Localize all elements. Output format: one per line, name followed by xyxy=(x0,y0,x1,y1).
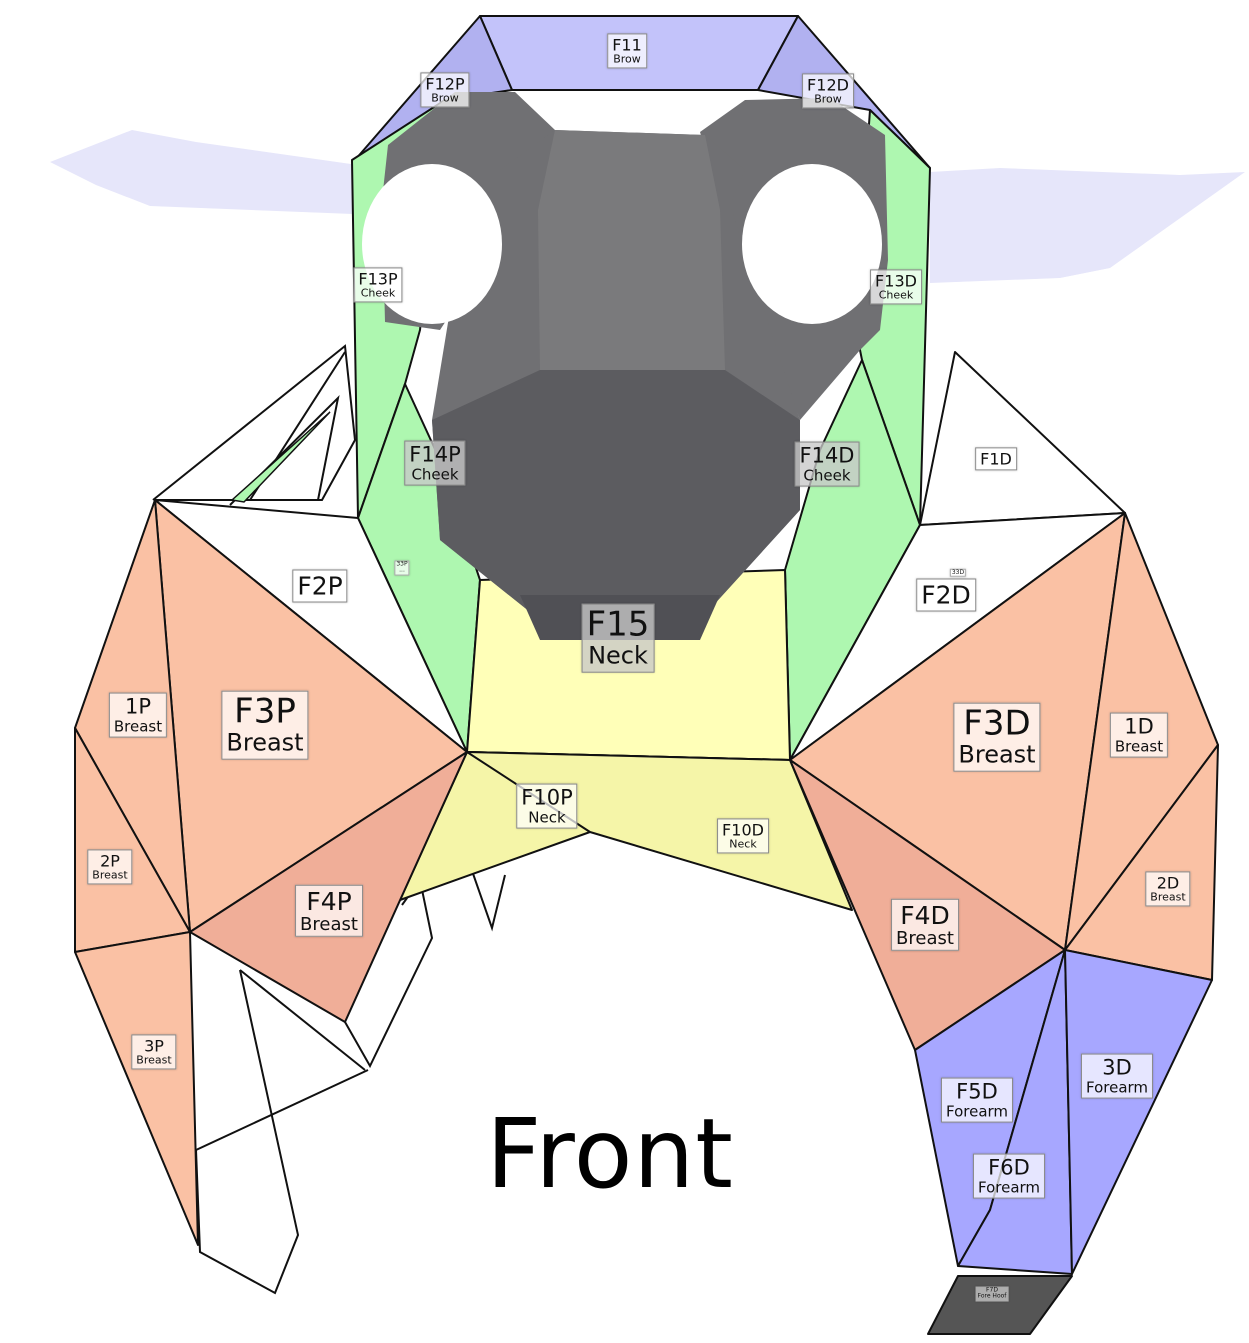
label-part: ... xyxy=(399,567,405,574)
label-id: 1D xyxy=(1124,714,1154,739)
label-f2p: F2P xyxy=(292,569,348,603)
label-part: Forearm xyxy=(1085,1078,1149,1097)
label-id: F10P xyxy=(521,785,573,810)
label-id: F1D xyxy=(980,449,1012,469)
view-caption: Front xyxy=(486,1098,734,1210)
label-part: Breast xyxy=(958,740,1036,769)
label-f3p: F3P Breast xyxy=(221,690,309,760)
head xyxy=(362,92,888,640)
label-id: 3P xyxy=(144,1036,164,1056)
label-id: F3D xyxy=(963,703,1031,744)
label-id: F12D xyxy=(807,75,849,95)
label-part: Brow xyxy=(814,92,842,106)
label-part: Cheek xyxy=(411,465,459,484)
face-3D xyxy=(1064,949,1213,1275)
wing-left xyxy=(50,130,358,214)
label-part: Cheek xyxy=(878,288,914,302)
wing-right xyxy=(930,168,1245,283)
label-3d: 3D Forearm xyxy=(1080,1053,1154,1099)
label-id: F13D xyxy=(875,271,917,291)
label-id: 2D xyxy=(1156,873,1180,893)
label-1p: 1P Breast xyxy=(108,692,168,738)
label-part: Brow xyxy=(431,91,459,105)
label-part: Forearm xyxy=(977,1178,1041,1197)
label-part: Cheek xyxy=(360,286,396,300)
label-id: F2D xyxy=(921,580,971,610)
cheek-sliver-left xyxy=(230,411,331,503)
label-id: F6D xyxy=(988,1155,1030,1180)
eye-right xyxy=(742,164,882,324)
label-id: 2P xyxy=(100,851,120,871)
label-f10d: F10D Neck xyxy=(717,818,769,854)
label-f1d: F1D xyxy=(975,447,1017,471)
label-part: Breast xyxy=(136,1053,172,1067)
label-id: F3P xyxy=(234,691,296,732)
label-f12p: F12P Brow xyxy=(420,72,470,108)
label-id: F4P xyxy=(306,886,352,916)
label-id: F11 xyxy=(612,35,642,55)
head-top-shade xyxy=(538,130,725,370)
label-id: F4D xyxy=(900,900,950,930)
label-1d: 1D Breast xyxy=(1109,712,1169,758)
label-id: 33D xyxy=(951,568,965,576)
label-id: F2P xyxy=(297,571,343,601)
label-f13p: F13P Cheek xyxy=(353,267,403,303)
label-f6d: F6D Forearm xyxy=(972,1153,1046,1199)
label-33d: 33D xyxy=(949,568,967,578)
label-f5d: F5D Forearm xyxy=(940,1077,1014,1123)
label-part: Cheek xyxy=(803,466,851,485)
face-F1D xyxy=(919,351,1126,526)
label-id: F10D xyxy=(722,820,764,840)
label-id: 33P xyxy=(396,560,408,568)
label-id: F12P xyxy=(425,74,465,94)
label-part: Breast xyxy=(896,927,954,949)
label-id: 3D xyxy=(1102,1055,1132,1080)
label-f15: F15 Neck xyxy=(581,603,655,673)
label-part: Breast xyxy=(92,868,128,882)
label-33p: 33P... xyxy=(394,560,410,576)
label-part: Breast xyxy=(1114,737,1164,756)
label-f10p: F10P Neck xyxy=(516,783,578,829)
face-3P xyxy=(74,931,199,1246)
label-id: F7D xyxy=(986,1286,998,1294)
label-part: Neck xyxy=(588,641,648,670)
label-part: Fore Hoof xyxy=(977,1293,1007,1300)
face-F7D xyxy=(927,1275,1073,1335)
label-f13d: F13D Cheek xyxy=(870,269,922,305)
label-f12d: F12D Brow xyxy=(802,73,854,109)
label-id: F15 xyxy=(586,604,650,645)
label-part: Breast xyxy=(113,717,163,736)
label-f4p: F4P Breast xyxy=(295,884,363,938)
label-f3d: F3D Breast xyxy=(953,702,1041,772)
label-f7d: F7D Fore Hoof xyxy=(975,1286,1009,1302)
label-part: Breast xyxy=(226,728,304,757)
label-f11: F11 Brow xyxy=(607,33,647,69)
label-part: Breast xyxy=(1150,890,1186,904)
wireframe-left xyxy=(152,344,506,1295)
label-2d: 2D Breast xyxy=(1145,871,1191,907)
label-f14p: F14P Cheek xyxy=(404,440,466,486)
label-3p: 3P Breast xyxy=(131,1034,177,1070)
label-2p: 2P Breast xyxy=(87,849,133,885)
label-part: Forearm xyxy=(945,1102,1009,1121)
label-part: Neck xyxy=(528,808,566,827)
label-id: F13P xyxy=(358,269,398,289)
head-snout-shade xyxy=(432,370,800,620)
label-f4d: F4D Breast xyxy=(891,898,959,952)
label-id: F14D xyxy=(799,443,855,468)
label-id: F14P xyxy=(409,442,461,467)
label-f14d: F14D Cheek xyxy=(794,441,860,487)
label-id: F5D xyxy=(956,1079,998,1104)
label-part: Neck xyxy=(729,837,757,851)
label-part: Breast xyxy=(300,913,358,935)
label-id: 1P xyxy=(124,694,152,719)
label-f2d: F2D xyxy=(916,578,976,612)
label-part: Brow xyxy=(613,52,641,66)
